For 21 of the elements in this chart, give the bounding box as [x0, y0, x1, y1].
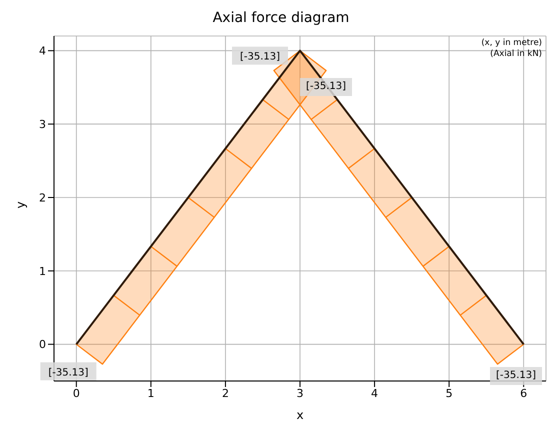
y-tick-label: 3 [39, 118, 46, 131]
chart-title: Axial force diagram [212, 9, 350, 28]
x-tick-label: 4 [371, 386, 378, 400]
x-tick-label: 1 [147, 386, 154, 400]
annotation: [-35.13] [490, 367, 542, 385]
y-tick-label: 0 [39, 338, 46, 352]
annotation: [-35.13] [240, 52, 280, 63]
x-axis-title: x [296, 408, 304, 422]
annotation: [-35.13] [48, 367, 88, 378]
x-tick-label: 2 [222, 386, 229, 400]
x-tick-label: 0 [72, 386, 80, 400]
annotation: (Axial in kN) [489, 49, 542, 60]
y-axis-title: y [13, 201, 28, 208]
y-tick-label: 2 [39, 191, 46, 204]
annotation: (x, y in metre) [481, 38, 542, 49]
x-tick-label: 5 [446, 386, 453, 400]
x-tick-label: 3 [296, 386, 304, 400]
annotation: [-35.13] [300, 78, 352, 96]
y-tick-label: 1 [39, 264, 46, 278]
x-tick-label: 6 [520, 386, 528, 400]
y-tick-label: 4 [39, 44, 46, 58]
